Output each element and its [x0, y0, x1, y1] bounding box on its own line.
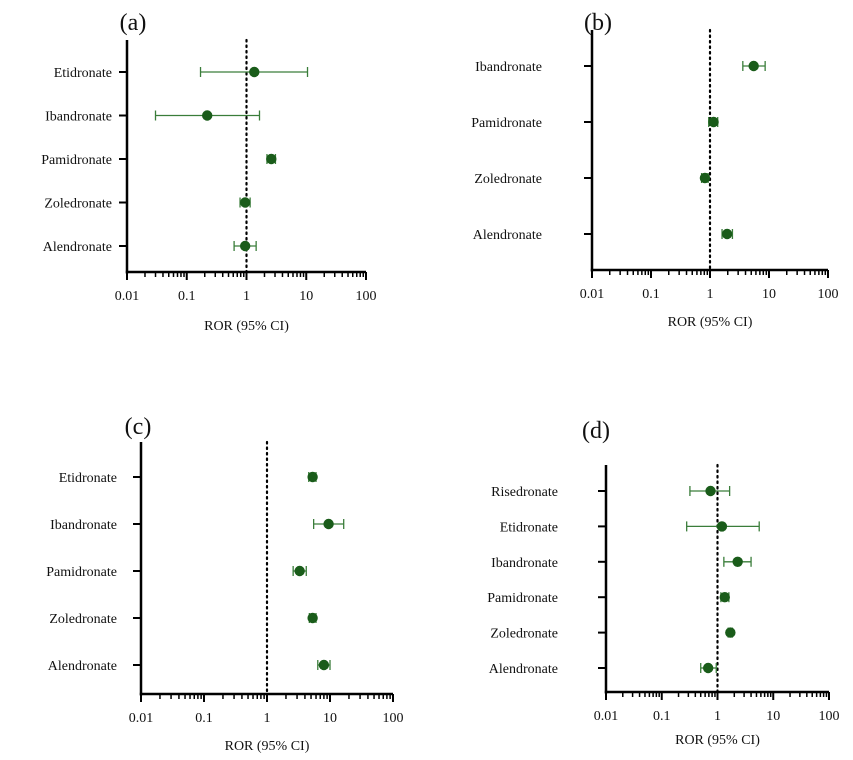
x-tick-label: 0.1	[178, 289, 196, 304]
ror-point	[716, 521, 728, 532]
ror-point	[719, 592, 730, 603]
ror-point	[249, 66, 260, 78]
ror-point	[699, 172, 711, 184]
ror-point	[705, 485, 716, 497]
ror-point	[748, 60, 759, 72]
category-label: Ibandronate	[491, 556, 558, 571]
category-label: Risedronate	[491, 485, 558, 500]
x-tick-label: 100	[819, 709, 840, 724]
panel-label: (c)	[125, 414, 152, 440]
ror-point	[721, 228, 733, 240]
panel-b: (b) 0.01 0.1 1 10 100 ROR (95% CI) Ibandronate P…	[471, 10, 838, 330]
x-tick-label: 100	[818, 287, 839, 302]
category-label: Zoledronate	[474, 172, 542, 187]
panel-label: (b)	[584, 10, 612, 36]
x-tick-label: 1	[714, 709, 721, 724]
category-label: Alendronate	[489, 662, 558, 677]
ror-point	[307, 612, 318, 624]
x-tick-label: 0.1	[653, 709, 671, 724]
category-label: Alendronate	[43, 240, 112, 255]
panel-c: (c) 0.01 0.1 1 10 100 ROR (95% CI) Etidronate Ib…	[46, 414, 403, 754]
panel-d: (d) 0.01 0.1 1 10 100 ROR (95% CI) Risedronate E…	[487, 418, 839, 748]
category-label: Pamidronate	[46, 565, 117, 580]
category-label: Alendronate	[473, 228, 542, 243]
category-label: Alendronate	[48, 659, 117, 674]
category-label: Etidronate	[54, 66, 112, 81]
x-axis-label: ROR (95% CI)	[668, 315, 753, 330]
ror-point	[294, 565, 305, 577]
ror-point	[725, 627, 736, 638]
ror-point	[318, 659, 330, 671]
x-axis-label: ROR (95% CI)	[675, 733, 760, 748]
panel-a: (a) 0.01 0.1 1 10 100 ROR (95% CI) Etidronate Ib…	[41, 10, 376, 334]
ror-point	[202, 110, 213, 121]
x-tick-label: 10	[323, 711, 337, 726]
category-label: Ibandronate	[475, 60, 542, 75]
category-label: Etidronate	[500, 520, 558, 535]
ror-point	[708, 116, 719, 128]
ror-point	[239, 197, 251, 208]
category-label: Pamidronate	[471, 116, 542, 131]
ror-point	[323, 518, 334, 530]
category-label: Ibandronate	[45, 110, 112, 125]
x-tick-label: 0.01	[129, 711, 154, 726]
x-tick-label: 0.01	[580, 287, 605, 302]
panel-label: (d)	[582, 418, 610, 444]
category-label: Zoledronate	[49, 612, 117, 627]
x-tick-label: 100	[383, 711, 404, 726]
ror-point	[239, 240, 251, 252]
category-label: Zoledronate	[490, 627, 558, 642]
x-tick-label: 10	[766, 709, 780, 724]
x-tick-label: 0.01	[115, 289, 140, 304]
ror-point	[732, 556, 743, 567]
x-axis-label: ROR (95% CI)	[225, 739, 310, 754]
category-label: Ibandronate	[50, 518, 117, 533]
ror-point	[702, 662, 714, 674]
x-axis-label: ROR (95% CI)	[204, 319, 289, 334]
x-tick-label: 10	[299, 289, 313, 304]
x-tick-label: 100	[356, 289, 377, 304]
category-label: Pamidronate	[487, 591, 558, 606]
x-tick-label: 0.01	[594, 709, 619, 724]
x-tick-label: 0.1	[642, 287, 660, 302]
x-tick-label: 0.1	[195, 711, 213, 726]
x-tick-label: 1	[243, 289, 250, 304]
x-tick-label: 1	[707, 287, 714, 302]
category-label: Etidronate	[59, 471, 117, 486]
panel-label: (a)	[120, 10, 147, 36]
category-label: Zoledronate	[44, 197, 112, 212]
x-tick-label: 1	[264, 711, 271, 726]
category-label: Pamidronate	[41, 153, 112, 168]
x-tick-label: 10	[762, 287, 776, 302]
ror-point	[307, 471, 318, 483]
ror-point	[266, 153, 277, 165]
